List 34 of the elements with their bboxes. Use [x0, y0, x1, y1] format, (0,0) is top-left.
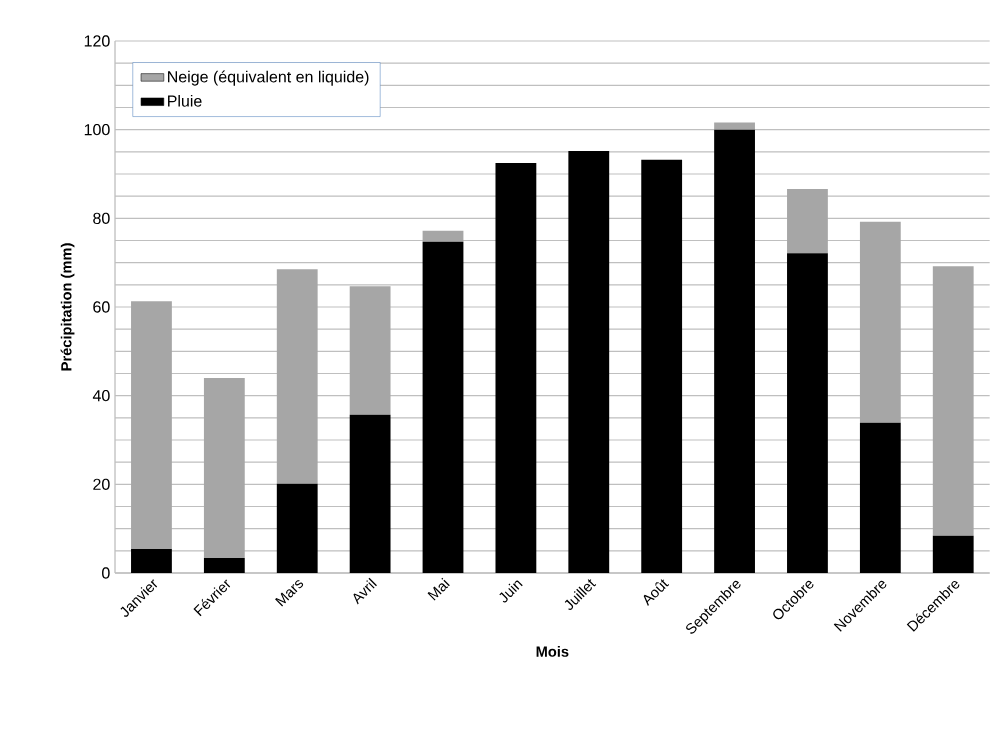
bar [203, 557, 245, 573]
bar [349, 286, 391, 415]
bar [203, 377, 245, 558]
bar [349, 414, 391, 573]
bar [422, 230, 464, 242]
bar [568, 150, 610, 573]
bar [714, 129, 755, 573]
bar [859, 221, 901, 423]
bar [495, 162, 537, 573]
y-tick-label: 100 [84, 123, 110, 136]
bar [787, 189, 828, 254]
legend-label: Pluie [168, 94, 202, 107]
bar [714, 122, 755, 130]
x-tick-label: Mai [427, 577, 450, 601]
bar [641, 159, 683, 573]
y-tick-label: 0 [102, 567, 110, 579]
bar [859, 422, 901, 573]
x-axis-title: Mois [536, 646, 569, 657]
y-tick-label: 120 [84, 35, 110, 47]
bar [131, 549, 172, 573]
bar [932, 266, 974, 536]
bar [422, 241, 464, 573]
y-tick-label: 40 [92, 389, 110, 402]
bar [787, 253, 828, 573]
y-tick-label: 80 [93, 212, 110, 224]
x-tick-label: Juin [499, 580, 523, 603]
bar [131, 301, 172, 550]
bar [276, 269, 318, 484]
bar [276, 483, 318, 573]
y-axis-title: Précipitation (mm) [60, 243, 75, 371]
y-tick-label: 20 [93, 478, 110, 490]
y-tick-label: 60 [93, 301, 110, 313]
legend-label: Neige (équivalent en liquide) [168, 70, 369, 86]
bar [932, 535, 974, 573]
